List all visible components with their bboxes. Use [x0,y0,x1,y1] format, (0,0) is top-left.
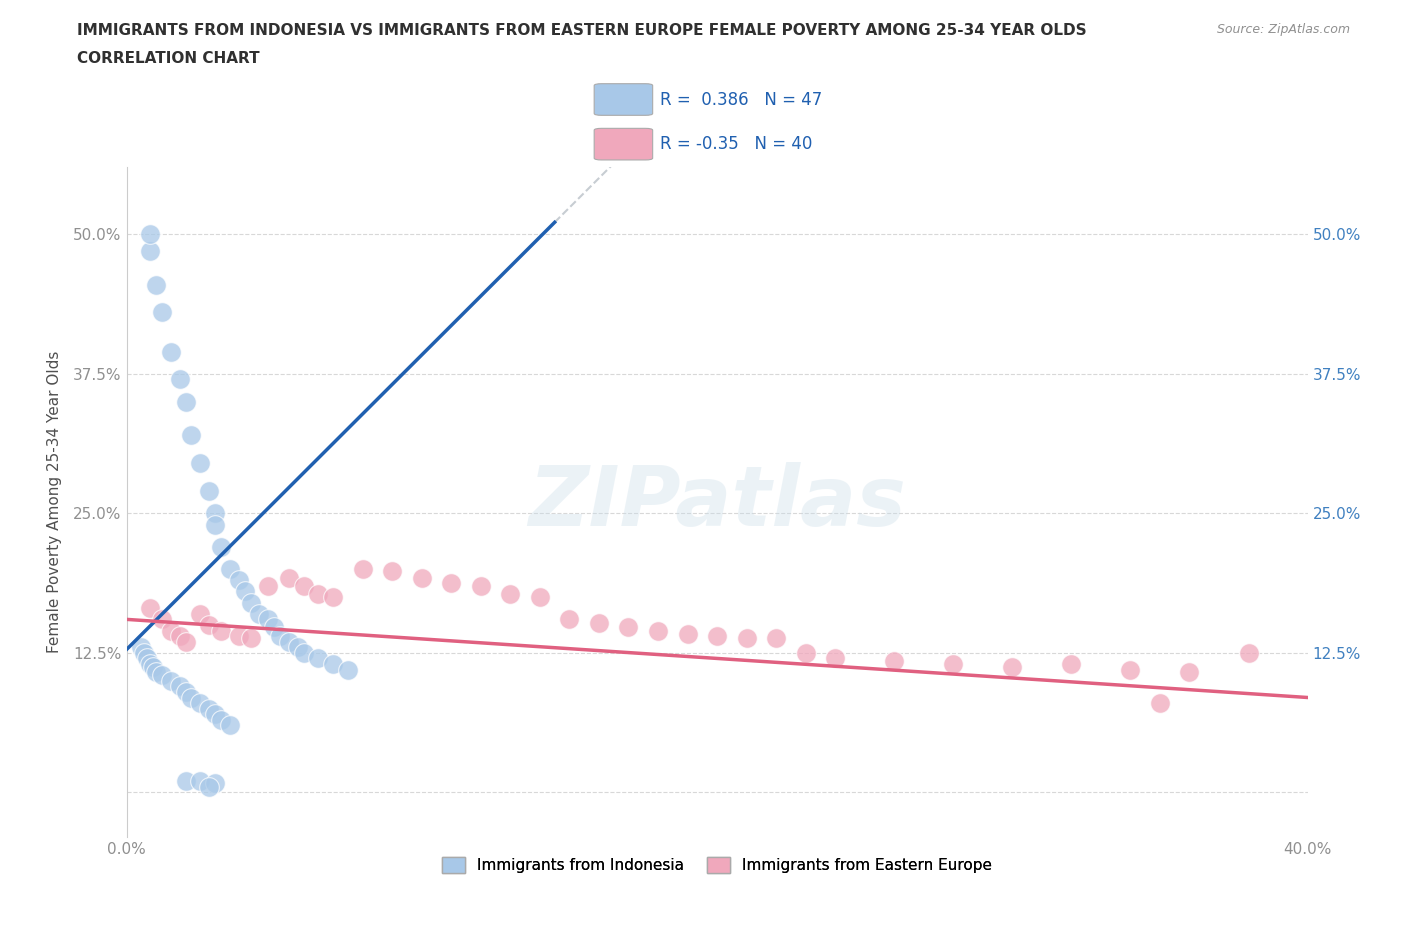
Point [1060,657,1083,671]
Point [174,634,197,649]
Point [292,578,315,593]
Text: R =  0.386   N = 47: R = 0.386 N = 47 [659,90,823,109]
Point [706,629,728,644]
Point [174,774,197,789]
Point [160,344,183,359]
Point [219,718,242,733]
Point [352,562,374,577]
Point [188,696,212,711]
Point [269,629,291,644]
Point [308,651,330,666]
Point [134,645,156,660]
Point [322,657,344,671]
Y-axis label: Female Poverty Among 25-34 Year Olds: Female Poverty Among 25-34 Year Olds [46,351,62,654]
Point [209,623,232,638]
Point [150,612,173,627]
Point [150,668,173,683]
Point [198,484,221,498]
Point [169,679,191,694]
Point [411,571,433,586]
Point [499,586,522,601]
Point [160,623,183,638]
Point [765,631,787,645]
Point [180,690,202,705]
Point [198,701,221,716]
Point [198,779,221,794]
Point [169,372,191,387]
Point [145,277,167,292]
Point [228,573,250,588]
Point [145,664,167,679]
Point [139,657,162,671]
Point [239,631,262,645]
Point [440,575,463,590]
Point [142,660,165,675]
Point [1001,660,1024,675]
Point [204,506,226,521]
Point [188,606,212,621]
Point [322,590,344,604]
Point [257,578,280,593]
Point [174,684,197,699]
Point [676,627,699,642]
Point [381,564,404,578]
Point [204,776,226,790]
Legend: Immigrants from Indonesia, Immigrants from Eastern Europe: Immigrants from Indonesia, Immigrants fr… [436,851,998,880]
Point [169,629,191,644]
Point [139,601,162,616]
Point [287,640,309,655]
Point [647,623,669,638]
Point [209,539,232,554]
Point [150,305,173,320]
Point [883,653,905,668]
Point [308,586,330,601]
Point [198,618,221,632]
Point [558,612,581,627]
Point [249,606,271,621]
Point [257,612,280,627]
Point [617,619,640,634]
Point [204,517,226,532]
Point [1149,696,1171,711]
Point [180,428,202,443]
Point [188,774,212,789]
Point [228,629,250,644]
Point [219,562,242,577]
Point [263,619,285,634]
Point [239,595,262,610]
FancyBboxPatch shape [595,128,652,160]
Point [209,712,232,727]
Point [139,244,162,259]
Point [233,584,256,599]
Point [139,227,162,242]
Point [174,394,197,409]
Point [824,651,846,666]
Text: R = -0.35   N = 40: R = -0.35 N = 40 [659,135,813,153]
Point [735,631,758,645]
Point [529,590,551,604]
Text: ZIPatlas: ZIPatlas [529,461,905,543]
Point [160,673,183,688]
Point [1237,645,1260,660]
Point [588,616,610,631]
Point [470,578,492,593]
Point [278,571,301,586]
Point [204,707,226,722]
Point [292,645,315,660]
Point [337,662,360,677]
Point [1178,664,1201,679]
Text: Source: ZipAtlas.com: Source: ZipAtlas.com [1216,23,1350,36]
Point [278,634,301,649]
Point [942,657,965,671]
Point [188,456,212,471]
Text: CORRELATION CHART: CORRELATION CHART [77,51,260,66]
Point [794,645,817,660]
Text: IMMIGRANTS FROM INDONESIA VS IMMIGRANTS FROM EASTERN EUROPE FEMALE POVERTY AMONG: IMMIGRANTS FROM INDONESIA VS IMMIGRANTS … [77,23,1087,38]
FancyBboxPatch shape [595,84,652,115]
Point [129,640,153,655]
Point [1119,662,1142,677]
Point [136,651,159,666]
